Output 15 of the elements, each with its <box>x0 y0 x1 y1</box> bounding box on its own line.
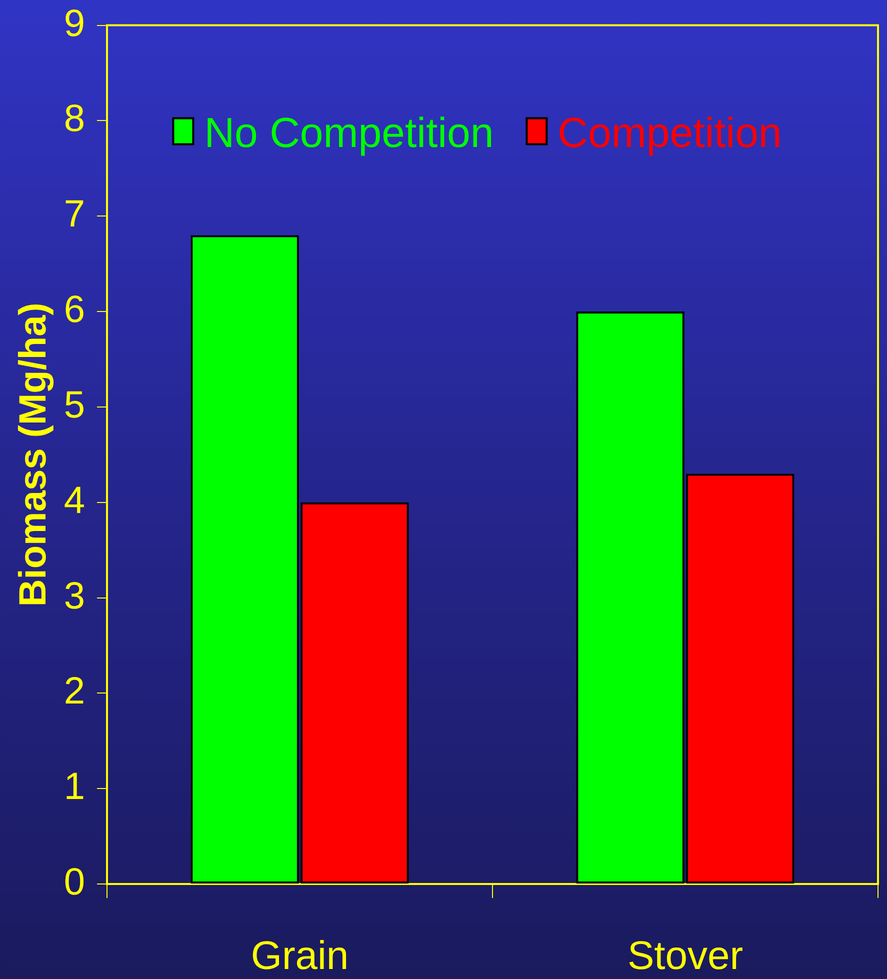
y-tick-label: 5 <box>64 384 85 426</box>
y-tick-label: 0 <box>64 861 85 904</box>
y-tick-label: 9 <box>64 2 85 45</box>
y-tick-label: 6 <box>64 289 85 332</box>
y-tick-label: 2 <box>64 670 85 713</box>
legend-label: Competition <box>558 108 782 156</box>
y-tick-label: 7 <box>64 194 85 236</box>
y-tick-label: 1 <box>64 766 85 808</box>
x-tick-label: Stover <box>627 934 744 978</box>
y-tick-label: 3 <box>64 575 85 618</box>
y-tick-label: 8 <box>64 98 85 140</box>
legend-label: No Competition <box>204 108 494 156</box>
x-tick-label: Grain <box>250 934 349 978</box>
y-axis-title: Biomass (Mg/ha) <box>12 302 54 607</box>
y-tick-label: 4 <box>64 480 85 522</box>
